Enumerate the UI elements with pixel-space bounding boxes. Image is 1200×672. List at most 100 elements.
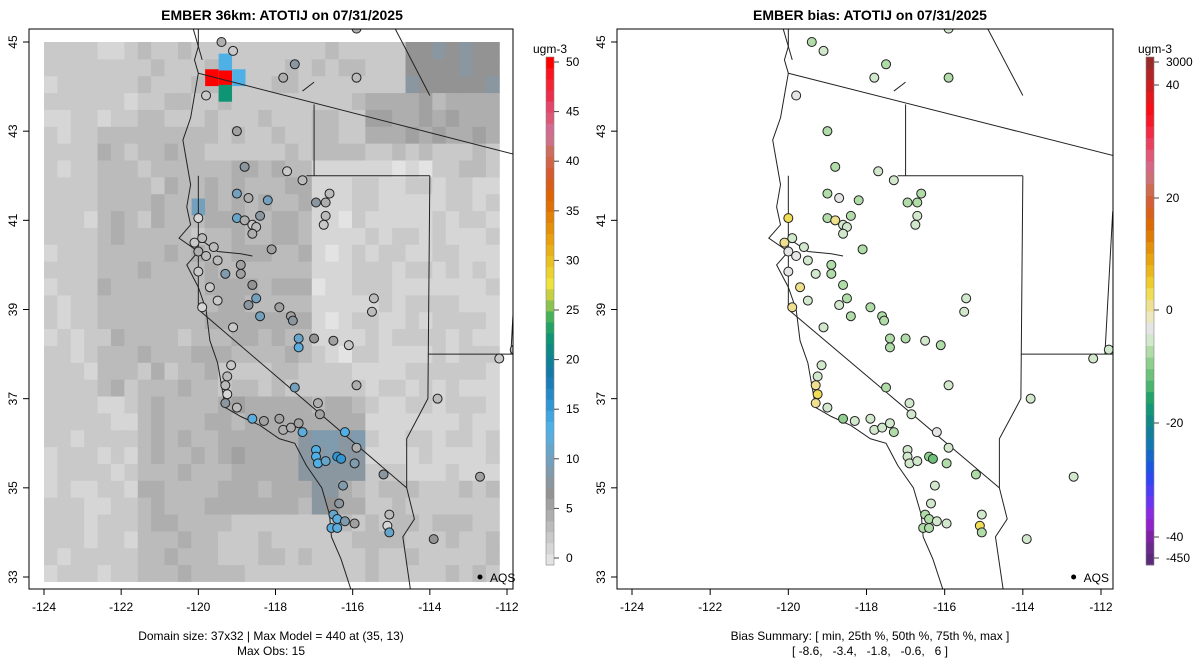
grid-cell xyxy=(271,446,286,464)
grid-cell xyxy=(351,244,366,262)
bay-outline xyxy=(788,237,844,257)
grid-cell xyxy=(137,446,152,464)
grid-cell xyxy=(365,278,380,296)
grid-cell xyxy=(84,311,99,330)
grid-cell xyxy=(432,480,447,498)
grid-cell xyxy=(231,379,246,397)
grid-cell xyxy=(285,362,299,380)
grid-cell xyxy=(378,210,393,228)
grid-cell xyxy=(44,92,58,110)
grid-cell xyxy=(392,176,407,195)
grid-cell xyxy=(244,446,259,464)
grid-cell xyxy=(459,176,474,195)
grid-cell xyxy=(44,345,58,363)
colorbar-title: ugm-3 xyxy=(1138,42,1172,56)
grid-cell xyxy=(110,193,125,212)
colorbar-segment xyxy=(1146,368,1154,381)
grid-cell xyxy=(311,564,326,582)
grid-cell xyxy=(177,412,192,431)
grid-cell xyxy=(271,261,286,279)
grid-cell xyxy=(325,547,340,566)
grid-cell xyxy=(432,564,447,582)
site-marker xyxy=(212,255,223,266)
grid-cell xyxy=(44,143,58,161)
colorbar-tick-label: 30 xyxy=(566,253,580,267)
grid-cell xyxy=(218,514,232,532)
grid-cell xyxy=(231,143,246,161)
grid-cell xyxy=(271,497,286,515)
grid-cell xyxy=(110,160,125,178)
grid-cell xyxy=(84,362,99,380)
grid-cell xyxy=(204,42,219,60)
grid-cell xyxy=(244,547,259,566)
site-marker xyxy=(266,244,277,255)
bias-marker xyxy=(881,382,892,393)
grid-cell xyxy=(338,362,353,380)
grid-cell xyxy=(258,345,273,363)
y-tick-label: 39 xyxy=(6,303,20,317)
site-marker xyxy=(220,398,231,409)
grid-cell xyxy=(151,547,166,566)
grid-cell xyxy=(338,379,353,397)
bias-marker xyxy=(912,456,923,467)
site-marker xyxy=(297,427,308,438)
grid-cell xyxy=(137,328,152,346)
grid-cell xyxy=(459,193,474,212)
grid-cell xyxy=(271,480,286,498)
site-marker xyxy=(332,522,343,533)
grid-cell xyxy=(445,210,460,228)
grid-cell xyxy=(137,530,152,549)
grid-cell xyxy=(70,126,85,144)
grid-cell xyxy=(365,497,380,515)
grid-cell xyxy=(392,126,407,144)
grid-cell xyxy=(231,345,246,363)
grid-cell xyxy=(137,176,152,195)
grid-cell xyxy=(164,480,179,498)
grid-cell xyxy=(204,446,219,464)
grid-cell xyxy=(298,160,313,178)
grid-cell xyxy=(57,58,72,77)
colorbar-tick-label: 50 xyxy=(566,55,580,69)
colorbar-segment xyxy=(546,465,554,478)
grid-cell xyxy=(110,328,125,346)
grid-cell xyxy=(70,564,85,582)
grid-cell xyxy=(405,379,420,397)
colorbar-segment xyxy=(1146,472,1154,485)
grid-cell xyxy=(84,92,99,110)
grid-cell xyxy=(151,109,166,127)
bias-marker xyxy=(818,322,829,333)
grid-cell xyxy=(151,480,166,498)
site-marker xyxy=(235,268,246,279)
grid-cell xyxy=(231,530,246,549)
grid-cell xyxy=(285,193,299,212)
grid-cell xyxy=(137,126,152,144)
x-tick-label: -114 xyxy=(1011,600,1034,614)
y-tick-label: 35 xyxy=(6,481,20,495)
grid-cell xyxy=(218,227,232,245)
grid-cell xyxy=(285,429,299,448)
axes: -124 -122 -120 -118 -116 -114 -112 33 35 37 39 41 43… xyxy=(6,35,519,614)
grid-cell xyxy=(485,294,500,313)
grid-cell xyxy=(392,497,407,515)
grid-cell xyxy=(124,446,139,464)
grid-cell xyxy=(124,75,139,94)
grid-cell xyxy=(378,143,393,161)
grid-cell xyxy=(258,58,273,77)
site-marker xyxy=(318,219,329,230)
grid-cell xyxy=(378,75,393,94)
site-marker xyxy=(384,527,395,538)
grid-cell xyxy=(338,42,353,60)
state-border xyxy=(788,72,1113,157)
grid-cell xyxy=(298,143,313,161)
grid-cell xyxy=(405,497,420,515)
site-marker xyxy=(228,45,239,56)
grid-cell xyxy=(258,176,273,195)
grid-cell xyxy=(445,160,460,178)
grid-cell xyxy=(258,497,273,515)
grid-cell xyxy=(204,126,219,144)
site-marker xyxy=(231,402,242,413)
grid-cell xyxy=(57,328,72,346)
grid-cell xyxy=(231,328,246,346)
colorbar-segment xyxy=(546,432,554,444)
